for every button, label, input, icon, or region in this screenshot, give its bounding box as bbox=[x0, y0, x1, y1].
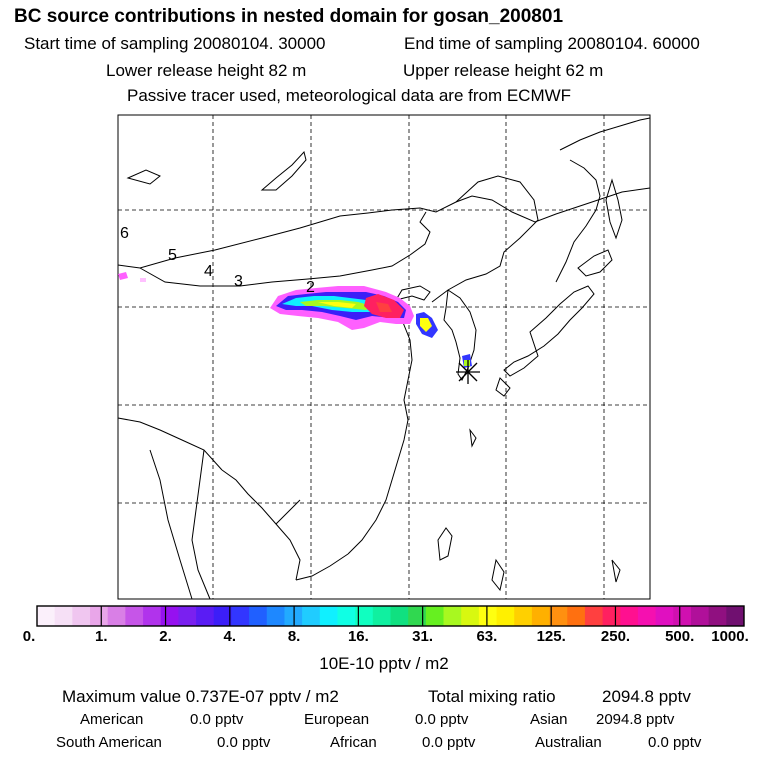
trajectory-label-3: 3 bbox=[234, 273, 243, 290]
region-name-asian: Asian bbox=[530, 711, 568, 728]
colorbar-tick-label: 31. bbox=[412, 628, 434, 645]
colorbar-tick-label: 1. bbox=[95, 628, 108, 645]
colorbar-tick-label: 0. bbox=[22, 628, 36, 645]
upper-height-label: Upper release height 62 m bbox=[403, 61, 604, 80]
region-name-european: European bbox=[304, 711, 370, 728]
colorbar-tick-label: 16. bbox=[347, 628, 369, 645]
colorbar-tick-label: 2. bbox=[159, 628, 172, 645]
region-value-african: 0.0 pptv bbox=[422, 734, 476, 751]
colorbar-tick-label: 8. bbox=[287, 628, 301, 645]
region-name-american: American bbox=[80, 711, 144, 728]
coastlines-and-borders bbox=[117, 117, 651, 600]
region-value-south-american: 0.0 pptv bbox=[217, 734, 271, 751]
end-time-label: End time of sampling 20080104. 60000 bbox=[404, 34, 700, 53]
region-name-south-american: South American bbox=[56, 734, 162, 751]
trajectory-label-6: 6 bbox=[120, 225, 129, 242]
max-value-label: Maximum value 0.737E-07 pptv / m2 bbox=[62, 687, 339, 706]
trajectory-label-5: 5 bbox=[168, 247, 177, 264]
tracer-note: Passive tracer used, meteorological data… bbox=[127, 86, 572, 105]
receptor-marker bbox=[456, 360, 480, 384]
lat-lon-grid bbox=[118, 115, 650, 599]
start-time-label: Start time of sampling 20080104. 30000 bbox=[24, 34, 326, 53]
colorbar-tick-label: 63. bbox=[476, 628, 498, 645]
colorbar-tick-label: 1000. bbox=[711, 628, 749, 645]
trajectory-label-2: 2 bbox=[306, 279, 315, 296]
region-name-australian: Australian bbox=[535, 734, 602, 751]
region-value-european: 0.0 pptv bbox=[415, 711, 469, 728]
region-value-australian: 0.0 pptv bbox=[648, 734, 702, 751]
map-title: BC source contributions in nested domain… bbox=[14, 6, 564, 27]
map-frame bbox=[117, 114, 651, 600]
colorbar-unit: 10E-10 pptv / m2 bbox=[319, 654, 449, 673]
region-name-african: African bbox=[330, 734, 377, 751]
total-mixing-value: 2094.8 pptv bbox=[602, 687, 691, 706]
region-value-american: 0.0 pptv bbox=[190, 711, 244, 728]
colorbar-tick-label: 125. bbox=[536, 628, 566, 645]
contribution-plume bbox=[118, 272, 472, 368]
colorbar-tick-label: 4. bbox=[223, 628, 237, 645]
region-value-asian: 2094.8 pptv bbox=[596, 711, 675, 728]
colorbar-tick-label: 500. bbox=[665, 628, 695, 645]
trajectory-label-4: 4 bbox=[204, 263, 213, 280]
colorbar-tick-label: 250. bbox=[600, 628, 631, 645]
lower-height-label: Lower release height 82 m bbox=[106, 61, 307, 80]
total-mixing-label: Total mixing ratio bbox=[428, 687, 556, 706]
